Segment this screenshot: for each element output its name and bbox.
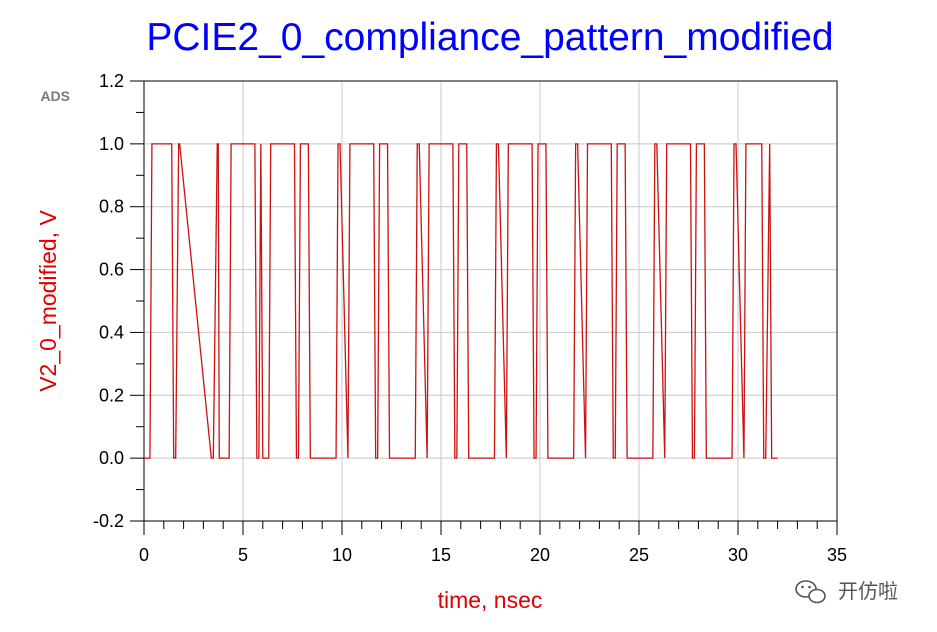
- grid-lines: [144, 81, 837, 521]
- y-tick-label: 0.0: [99, 448, 124, 468]
- y-tick-label: 0.4: [99, 322, 124, 342]
- y-tick-label: 0.8: [99, 197, 124, 217]
- watermark: 开仿啦: [795, 579, 898, 604]
- x-tick-label: 15: [431, 545, 451, 565]
- series-line: [144, 143, 778, 459]
- y-tick-label: 1.0: [99, 134, 124, 154]
- y-tick-label: 0.6: [99, 260, 124, 280]
- trace: [144, 143, 778, 459]
- x-tick-label: 5: [238, 545, 248, 565]
- x-axis-label: time, nsec: [438, 587, 543, 613]
- y-tick-label: -0.2: [93, 511, 124, 531]
- x-tick-label: 30: [728, 545, 748, 565]
- watermark-text: 开仿啦: [838, 579, 898, 603]
- y-tick-label: 0.2: [99, 385, 124, 405]
- x-tick-label: 10: [332, 545, 352, 565]
- x-tick-label: 35: [827, 545, 847, 565]
- wechat-icon: [795, 580, 826, 604]
- chart-title: PCIE2_0_compliance_pattern_modified: [146, 16, 833, 59]
- x-tick-label: 25: [629, 545, 649, 565]
- x-tick-label: 0: [139, 545, 149, 565]
- y-tick-label: 1.2: [99, 71, 124, 91]
- y-axis-label: V2_0_modified, V: [35, 210, 61, 392]
- tool-tag: ADS: [40, 88, 70, 104]
- x-tick-label: 20: [530, 545, 550, 565]
- axis-ticks: 0 5 10 15 20 25 30 35 -0.2 0.0 0.2 0.4 0.6 0.8 1.0 1.2: [93, 71, 847, 565]
